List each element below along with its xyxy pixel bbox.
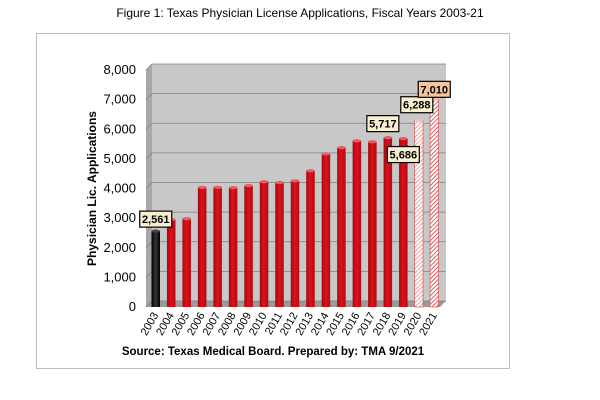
bar-2012 xyxy=(290,179,300,307)
data-label-2019: 5,686 xyxy=(386,145,420,164)
gridline-diag xyxy=(145,63,153,71)
bar-2008 xyxy=(228,186,238,307)
bar-2006 xyxy=(197,185,207,307)
bar-2018 xyxy=(383,136,393,307)
y-tick-label: 1,000 xyxy=(103,269,136,284)
svg-text:5,717: 5,717 xyxy=(369,119,397,131)
gridline-diag xyxy=(145,122,153,130)
y-tick-label: 6,000 xyxy=(103,121,136,136)
bar-2007 xyxy=(213,185,222,307)
bar-2010 xyxy=(259,180,269,307)
svg-text:7,010: 7,010 xyxy=(420,84,448,96)
bar-2017 xyxy=(368,140,377,307)
bars xyxy=(151,97,439,308)
gridline-diag xyxy=(145,152,153,160)
bar-2015 xyxy=(337,146,346,307)
svg-text:6,288: 6,288 xyxy=(403,100,431,112)
gridline-diag xyxy=(145,271,153,278)
source-note: Source: Texas Medical Board. Prepared by… xyxy=(121,346,425,358)
bar-2011 xyxy=(275,180,284,307)
gridline-diag xyxy=(145,182,153,189)
bar-2004 xyxy=(166,218,176,307)
svg-text:5,686: 5,686 xyxy=(390,150,418,162)
gridline-diag xyxy=(145,300,153,308)
figure-title: Figure 1: Texas Physician License Applic… xyxy=(116,6,484,20)
y-tick-label: 3,000 xyxy=(103,210,136,225)
data-label-2021: 7,010 xyxy=(417,80,451,98)
data-label-2020: 6,288 xyxy=(400,96,434,114)
y-axis-label: Physician Lic. Applications xyxy=(85,111,99,266)
data-label-2018: 5,717 xyxy=(366,115,400,133)
y-axis-ticks: 0 1,000 2,000 3,000 4,000 5,000 6,000 7,000 8,00… xyxy=(103,62,136,314)
data-labels: 2,561 5,717 5,686 6,288 7,010 xyxy=(139,80,451,228)
y-tick-label: 7,000 xyxy=(103,92,136,107)
x-axis-ticks: 2003200420052006200720082009201020112012… xyxy=(139,311,440,338)
gridline-diag xyxy=(145,241,153,249)
y-tick-label: 2,000 xyxy=(103,240,136,255)
bar-2016 xyxy=(352,139,362,307)
bar-2020 xyxy=(414,119,424,308)
bar-2021 xyxy=(429,97,439,308)
y-tick-label: 8,000 xyxy=(103,62,136,77)
bar-2003 xyxy=(151,229,160,307)
data-label-2003: 2,561 xyxy=(139,210,173,228)
bar-2009 xyxy=(244,183,253,307)
gridline-diag xyxy=(145,93,153,100)
bar-2014 xyxy=(321,152,331,307)
bar-2013 xyxy=(306,169,315,307)
bar-2005 xyxy=(182,217,191,307)
y-tick-label: 4,000 xyxy=(103,181,136,196)
svg-text:2,561: 2,561 xyxy=(142,214,170,226)
y-tick-label: 0 xyxy=(129,299,136,314)
y-tick-label: 5,000 xyxy=(103,151,136,166)
bar-2019 xyxy=(399,136,408,307)
